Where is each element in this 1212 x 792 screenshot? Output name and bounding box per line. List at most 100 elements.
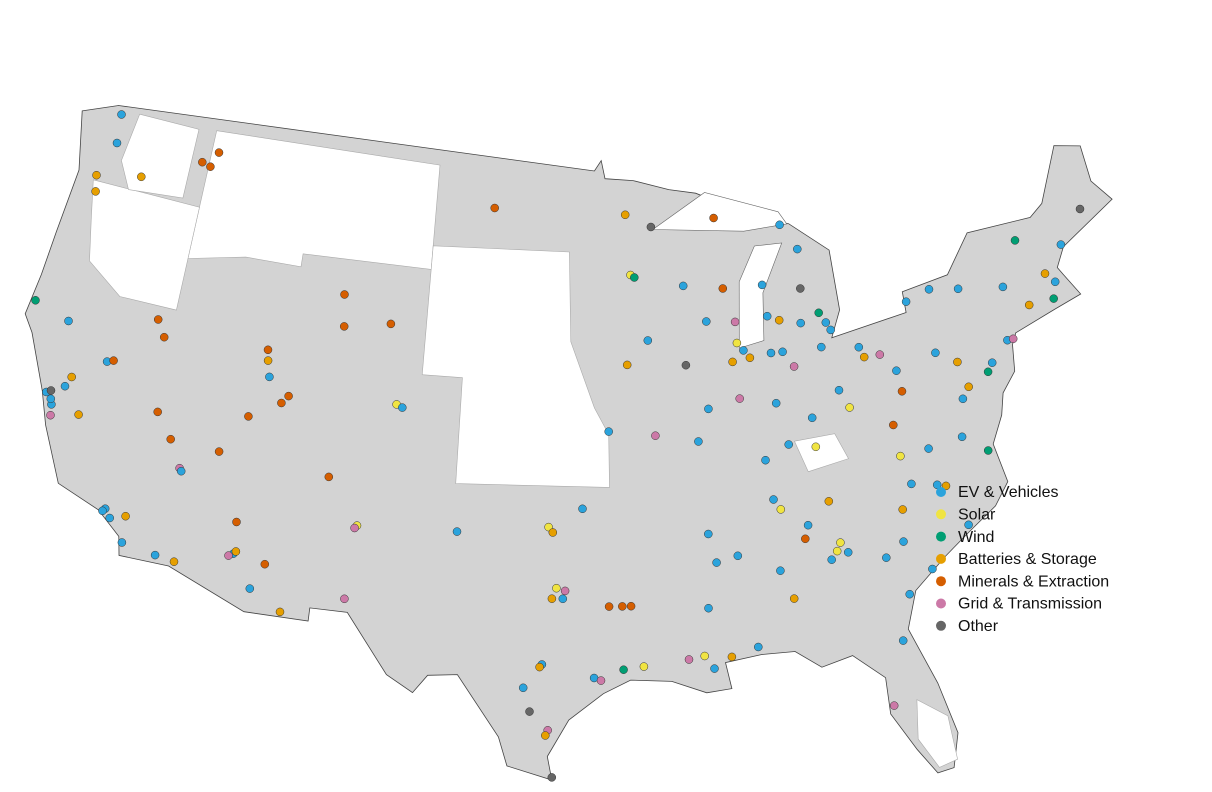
facility-point: [859, 352, 869, 362]
facility-point: [518, 683, 528, 693]
facility-point: [452, 527, 462, 536]
legend-swatch: [936, 576, 946, 587]
facility-point: [596, 676, 606, 685]
facility-point: [776, 566, 785, 575]
facility-point: [875, 350, 885, 359]
facility-point: [958, 394, 968, 404]
facility-point: [91, 187, 100, 196]
facility-point: [901, 297, 911, 306]
facility-point: [1040, 269, 1050, 278]
facility-point: [74, 410, 83, 419]
legend-swatch: [936, 509, 946, 520]
facility-point: [214, 148, 224, 157]
facility-point: [112, 138, 122, 148]
facility-point: [889, 420, 898, 430]
facility-point: [843, 548, 853, 557]
facility-point: [153, 315, 163, 324]
facility-point: [60, 381, 70, 391]
facility-point: [730, 317, 740, 327]
facility-point: [67, 372, 76, 382]
legend-label: Grid & Transmission: [958, 596, 1102, 613]
facility-point: [826, 325, 835, 335]
facility-point: [386, 319, 396, 329]
facility-point: [166, 434, 175, 444]
facility-point: [340, 594, 349, 604]
facility-point: [784, 440, 793, 449]
lake: [651, 192, 788, 232]
district-region: [89, 179, 200, 311]
facility-point: [776, 505, 786, 514]
facility-point: [535, 662, 544, 672]
facility-point: [694, 437, 703, 446]
facility-point: [1010, 236, 1020, 245]
facility-point: [953, 284, 963, 294]
facility-point: [953, 357, 962, 367]
facility-point: [150, 550, 160, 560]
facility-point: [558, 594, 568, 604]
facility-point: [684, 655, 694, 664]
facility-point: [169, 557, 179, 566]
facility-point: [1024, 300, 1034, 310]
legend-label: Wind: [958, 529, 994, 546]
facility-point: [771, 398, 781, 408]
facility-point: [275, 607, 285, 617]
facility-point: [957, 432, 967, 442]
facility-point: [836, 538, 845, 547]
facility-point: [547, 594, 557, 603]
facility-point: [983, 446, 993, 455]
facility-point: [983, 367, 993, 377]
facility-point: [263, 356, 273, 365]
facility-point: [646, 222, 656, 232]
facility-point: [548, 528, 558, 537]
facility-point: [896, 451, 905, 461]
facility-point: [46, 394, 56, 404]
facility-point: [811, 442, 821, 452]
legend-swatch: [936, 598, 946, 609]
facility-point: [105, 513, 114, 523]
facility-point: [801, 534, 810, 544]
facility-point: [153, 407, 162, 417]
legend-label: Minerals & Extraction: [958, 573, 1109, 590]
facility-point: [604, 602, 614, 611]
facility-point: [998, 282, 1008, 292]
facility-point: [639, 662, 649, 671]
facility-point: [821, 318, 831, 327]
facility-point: [214, 447, 224, 456]
facility-point: [231, 547, 241, 556]
district-region: [794, 433, 849, 473]
facility-point: [630, 273, 639, 282]
legend-label: EV & Vehicles: [958, 484, 1059, 501]
lake: [738, 242, 783, 349]
facility-point: [817, 342, 826, 352]
facility-point: [176, 466, 186, 476]
facility-point: [46, 386, 56, 395]
facility-point: [941, 481, 951, 491]
facility-point: [31, 296, 40, 305]
facility-point: [117, 110, 126, 119]
facility-point: [98, 506, 107, 516]
facility-point: [159, 332, 169, 342]
district-region: [187, 130, 441, 270]
facility-point: [728, 357, 737, 367]
facility-point: [762, 311, 772, 321]
facility-points: [31, 110, 1085, 782]
facility-point: [350, 523, 359, 533]
facility-point: [277, 398, 286, 408]
facility-point: [807, 413, 817, 423]
facility-point: [774, 315, 784, 325]
facility-point: [745, 353, 755, 363]
legend-swatch: [936, 553, 946, 564]
facility-point: [206, 162, 215, 171]
facility-point: [718, 284, 728, 293]
facility-point: [704, 529, 713, 539]
facility-point: [704, 404, 713, 414]
facility-point: [245, 584, 255, 593]
facility-point: [924, 285, 934, 294]
facility-point: [796, 318, 805, 328]
facility-point: [732, 338, 742, 348]
facility-point: [766, 348, 776, 358]
facility-point: [845, 403, 854, 412]
facility-point: [398, 403, 407, 412]
facility-point: [265, 372, 274, 382]
facility-point: [789, 362, 799, 371]
